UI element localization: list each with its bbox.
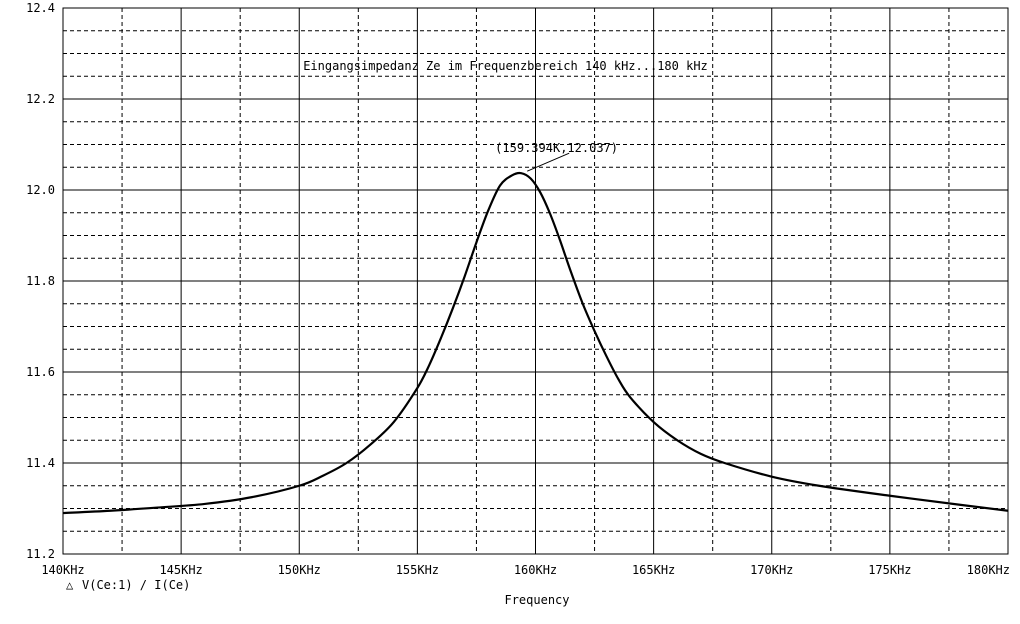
y-axis-ticks: 11.2 11.4 11.6 11.8 12.0 12.2 12.4 xyxy=(26,1,55,561)
chart-title: Eingangsimpedanz Ze im Frequenzbereich 1… xyxy=(303,59,708,73)
x-tick-label: 150KHz xyxy=(278,563,321,577)
major-grid xyxy=(62,7,1009,555)
x-axis-ticks: 140KHz 145KHz 150KHz 155KHz 160KHz 165KHz 170K… xyxy=(41,563,1010,577)
y-tick-label: 11.8 xyxy=(26,274,55,288)
annotation-label: (159.394K,12.037) xyxy=(495,141,618,155)
y-tick-label: 12.2 xyxy=(26,92,55,106)
x-tick-label: 170KHz xyxy=(750,563,793,577)
y-tick-label: 11.6 xyxy=(26,365,55,379)
peak-annotation: (159.394K,12.037) xyxy=(495,141,618,172)
x-tick-label: 180KHz xyxy=(967,563,1010,577)
x-tick-label: 155KHz xyxy=(396,563,439,577)
x-tick-label: 145KHz xyxy=(159,563,202,577)
y-tick-label: 11.4 xyxy=(26,456,55,470)
annotation-leader-line xyxy=(526,152,570,172)
y-tick-label: 11.2 xyxy=(26,547,55,561)
plot-frame xyxy=(62,7,1009,555)
x-tick-label: 160KHz xyxy=(514,563,557,577)
impedance-trace xyxy=(62,171,1009,515)
x-axis-label: Frequency xyxy=(504,593,569,607)
trace-marker-icon: △ xyxy=(66,578,74,592)
x-tick-label: 175KHz xyxy=(868,563,911,577)
x-tick-label: 140KHz xyxy=(41,563,84,577)
y-tick-label: 12.4 xyxy=(26,1,55,15)
trace-legend-label: V(Ce:1) / I(Ce) xyxy=(82,578,190,592)
x-tick-label: 165KHz xyxy=(632,563,675,577)
y-tick-label: 12.0 xyxy=(26,183,55,197)
